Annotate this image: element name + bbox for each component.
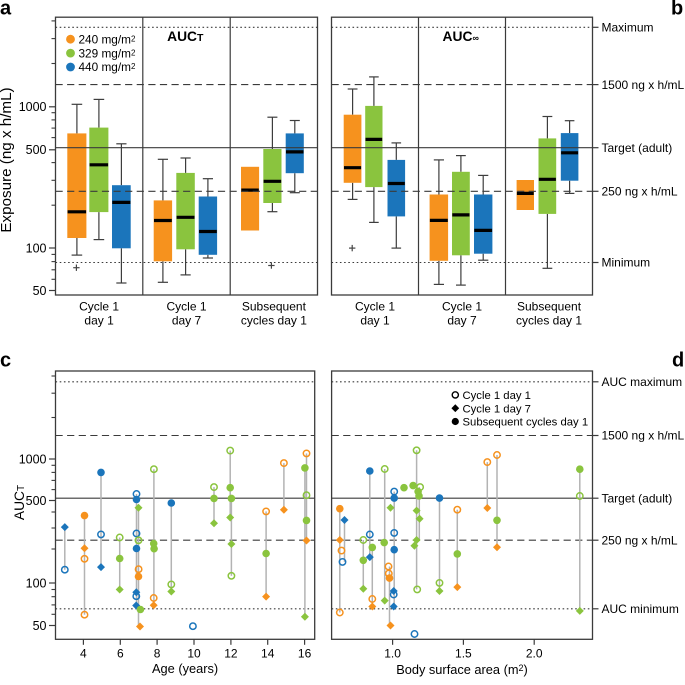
svg-text:Maximum: Maximum bbox=[602, 21, 654, 35]
svg-text:16: 16 bbox=[298, 647, 312, 661]
svg-text:250 ng x h/mL: 250 ng x h/mL bbox=[602, 185, 678, 199]
svg-text:Age (years): Age (years) bbox=[152, 661, 218, 676]
svg-text:100: 100 bbox=[26, 241, 47, 255]
svg-text:Cycle 1 day 7: Cycle 1 day 7 bbox=[463, 403, 531, 415]
svg-text:1000: 1000 bbox=[19, 100, 47, 114]
svg-text:Minimum: Minimum bbox=[602, 256, 651, 270]
svg-text:Cycle 1: Cycle 1 bbox=[79, 300, 119, 314]
svg-text:day 7: day 7 bbox=[172, 314, 202, 328]
svg-text:day 7: day 7 bbox=[447, 314, 477, 328]
svg-text:240 mg/m2: 240 mg/m2 bbox=[79, 32, 136, 46]
svg-text:1.5: 1.5 bbox=[455, 647, 472, 661]
svg-text:50: 50 bbox=[33, 619, 47, 633]
svg-text:2.0: 2.0 bbox=[526, 647, 543, 661]
svg-text:14: 14 bbox=[261, 647, 275, 661]
svg-text:12: 12 bbox=[224, 647, 238, 661]
svg-text:Cycle 1: Cycle 1 bbox=[355, 300, 395, 314]
svg-text:Subsequent: Subsequent bbox=[242, 300, 307, 314]
svg-text:AUC maximum: AUC maximum bbox=[602, 375, 683, 389]
svg-text:b: b bbox=[671, 0, 683, 20]
svg-text:100: 100 bbox=[26, 576, 47, 590]
svg-text:cycles day 1: cycles day 1 bbox=[241, 314, 307, 328]
svg-text:250 ng x h/mL: 250 ng x h/mL bbox=[602, 533, 678, 547]
svg-text:Target (adult): Target (adult) bbox=[602, 491, 673, 505]
svg-text:1.0: 1.0 bbox=[384, 647, 401, 661]
svg-text:500: 500 bbox=[26, 494, 47, 508]
svg-text:Subsequent cycles day 1: Subsequent cycles day 1 bbox=[463, 417, 589, 429]
svg-text:1000: 1000 bbox=[19, 452, 47, 466]
svg-text:Exposure (ng x h/mL): Exposure (ng x h/mL) bbox=[0, 87, 15, 232]
svg-text:AUC minimum: AUC minimum bbox=[602, 602, 679, 616]
svg-text:day 1: day 1 bbox=[360, 314, 390, 328]
svg-text:8: 8 bbox=[154, 647, 161, 661]
svg-text:4: 4 bbox=[80, 647, 87, 661]
svg-text:329 mg/m2: 329 mg/m2 bbox=[79, 46, 136, 60]
svg-text:50: 50 bbox=[33, 284, 47, 298]
svg-text:6: 6 bbox=[117, 647, 124, 661]
svg-text:440 mg/m2: 440 mg/m2 bbox=[79, 60, 136, 74]
svg-text:Cycle 1: Cycle 1 bbox=[442, 300, 482, 314]
svg-text:AUCT: AUCT bbox=[12, 485, 27, 520]
svg-text:Subsequent: Subsequent bbox=[517, 300, 582, 314]
svg-text:Target (adult): Target (adult) bbox=[602, 141, 673, 155]
svg-text:500: 500 bbox=[26, 143, 47, 157]
svg-text:day 1: day 1 bbox=[84, 314, 114, 328]
svg-text:1500 ng x h/mL: 1500 ng x h/mL bbox=[602, 78, 685, 92]
svg-text:1500 ng x h/mL: 1500 ng x h/mL bbox=[602, 429, 685, 443]
svg-text:10: 10 bbox=[187, 647, 201, 661]
svg-text:a: a bbox=[0, 0, 12, 20]
svg-text:AUC∞: AUC∞ bbox=[443, 29, 480, 44]
svg-text:c: c bbox=[0, 350, 11, 372]
svg-text:AUCT: AUCT bbox=[167, 29, 204, 44]
svg-text:cycles day 1: cycles day 1 bbox=[516, 314, 582, 328]
svg-text:Cycle 1: Cycle 1 bbox=[166, 300, 206, 314]
svg-text:Body surface area (m2): Body surface area (m2) bbox=[396, 662, 528, 677]
svg-text:d: d bbox=[672, 350, 684, 372]
svg-text:Cycle 1 day 1: Cycle 1 day 1 bbox=[463, 390, 531, 402]
